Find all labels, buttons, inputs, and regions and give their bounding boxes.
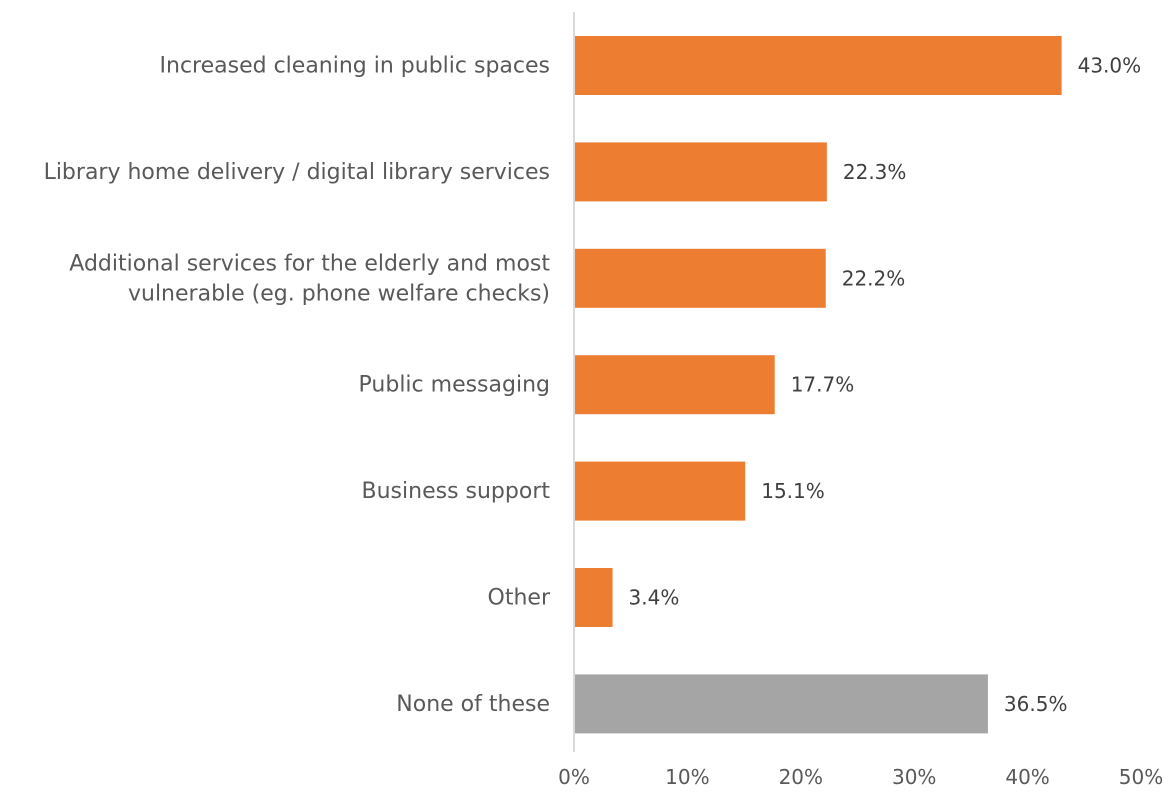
x-tick-label: 0%	[558, 765, 590, 789]
category-label: Public messaging	[359, 372, 550, 397]
category-label-line: Increased cleaning in public spaces	[160, 53, 550, 78]
category-labels: Increased cleaning in public spaces Libra…	[44, 53, 551, 716]
x-tick-label: 20%	[779, 765, 823, 789]
bars-group	[574, 36, 1062, 734]
data-label: 22.2%	[842, 266, 906, 290]
data-label: 3.4%	[629, 586, 680, 610]
category-label-line: Additional services for the elderly and …	[69, 251, 550, 276]
bar	[574, 568, 613, 627]
data-label: 15.1%	[761, 479, 825, 503]
x-tick-label: 30%	[892, 765, 936, 789]
bar	[574, 674, 988, 734]
category-label-line: vulnerable (eg. phone welfare checks)	[128, 281, 550, 306]
bar	[574, 461, 746, 521]
data-label: 17.7%	[791, 373, 855, 397]
x-tick-label: 40%	[1005, 765, 1049, 789]
category-label-line: None of these	[396, 691, 550, 716]
bar	[574, 142, 827, 202]
category-label: Additional services for the elderly and …	[69, 251, 550, 306]
category-label: Library home delivery / digital library …	[44, 159, 550, 184]
category-label-line: Public messaging	[359, 372, 550, 397]
data-label: 43.0%	[1078, 54, 1142, 78]
x-axis-tick-labels: 0% 10% 20% 30% 40% 50%	[558, 765, 1163, 789]
bar	[574, 355, 775, 415]
data-label: 22.3%	[843, 160, 907, 184]
category-label-line: Business support	[362, 479, 551, 504]
bar	[574, 248, 826, 308]
data-label: 36.5%	[1004, 692, 1068, 716]
category-label: Other	[488, 585, 551, 610]
bar	[574, 36, 1062, 95]
x-tick-label: 50%	[1119, 765, 1163, 789]
category-label-line: Other	[488, 585, 551, 610]
x-tick-label: 10%	[665, 765, 709, 789]
category-label: Increased cleaning in public spaces	[160, 53, 550, 78]
category-label: None of these	[396, 691, 550, 716]
category-label: Business support	[362, 479, 551, 504]
data-labels: 43.0% 22.3% 22.2% 17.7% 15.1% 3.4% 36.5%	[629, 54, 1142, 716]
category-label-line: Library home delivery / digital library …	[44, 159, 550, 184]
